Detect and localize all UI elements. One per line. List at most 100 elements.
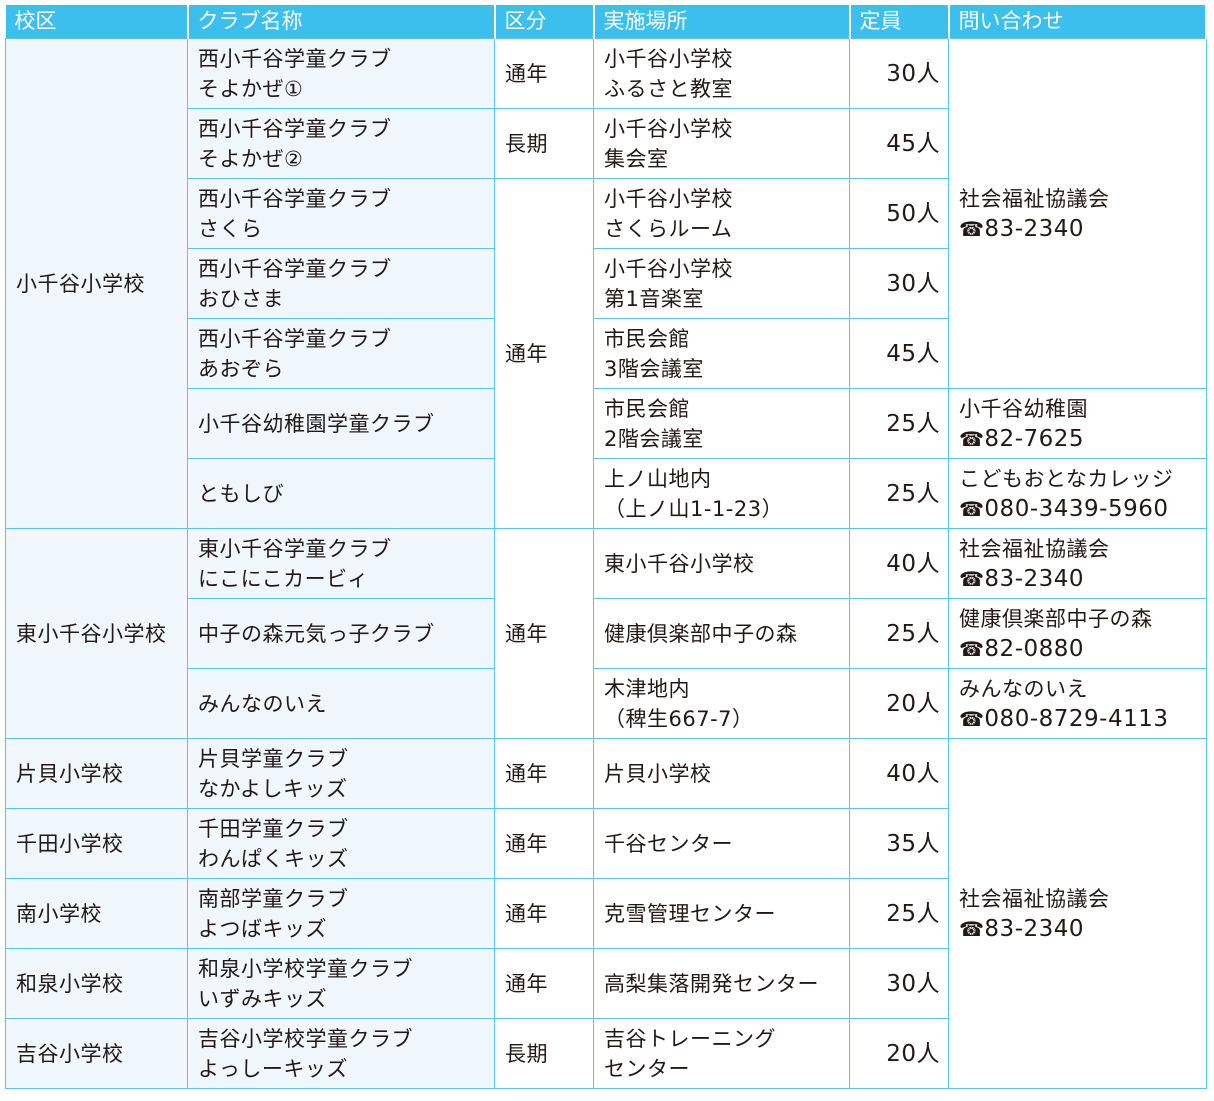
phone-number: 83-2340: [984, 215, 1085, 242]
capacity-cell: 45人: [849, 108, 949, 179]
contact-phone: ☎83-2340: [959, 564, 1206, 594]
category-cell: 通年: [494, 878, 594, 949]
table-row: 小千谷幼稚園学童クラブ 市民会館 2階会議室 25人 小千谷幼稚園 ☎82-7625: [6, 388, 1207, 459]
header-contact: 問い合わせ: [947, 5, 1207, 39]
capacity-cell: 30人: [849, 38, 949, 109]
location-cell: 吉谷トレーニング センター: [593, 1018, 850, 1089]
location-cell: 上ノ山地内 （上ノ山1-1-23）: [593, 458, 850, 529]
contact-phone: ☎080-3439-5960: [959, 494, 1206, 524]
capacity-cell: 25人: [849, 388, 949, 459]
table-row: 吉谷小学校 吉谷小学校学童クラブ よっしーキッズ 長期 吉谷トレーニング センター 20…: [5, 1018, 1207, 1089]
category-cell: 長期: [494, 1018, 594, 1089]
capacity-cell: 40人: [849, 738, 949, 809]
contact-cell: 小千谷幼稚園 ☎82-7625: [948, 388, 1207, 459]
capacity-cell: 25人: [849, 458, 949, 529]
phone-number: 080-8729-4113: [984, 705, 1169, 732]
table-row: 片貝小学校 片貝学童クラブ なかよしキッズ 通年 片貝小学校 40人 社会福祉協議会 ☎83…: [5, 738, 1207, 1089]
location-cell: 東小千谷小学校: [593, 528, 850, 599]
category-cell: 通年: [494, 38, 594, 109]
capacity-cell: 45人: [849, 318, 949, 389]
category-cell: 通年: [494, 528, 594, 739]
contact-name: 社会福祉協議会: [959, 886, 1110, 911]
contact-cell: 社会福祉協議会 ☎83-2340: [948, 528, 1207, 599]
capacity-cell: 30人: [849, 248, 949, 319]
telephone-icon: ☎: [959, 496, 985, 521]
contact-phone: ☎82-0880: [959, 634, 1206, 664]
header-club-name: クラブ名称: [186, 5, 496, 39]
table-row: 千田小学校 千田学童クラブ わんぱくキッズ 通年 千谷センター 35人: [5, 808, 1207, 879]
capacity-cell: 30人: [849, 948, 949, 1019]
school-district-cell: 小千谷小学校: [5, 38, 188, 529]
table-row: 東小千谷小学校 東小千谷学童クラブ にこにこカービィ 通年 東小千谷小学校 40人 社会福…: [5, 528, 1207, 739]
club-name-cell: 西小千谷学童クラブ さくら: [187, 178, 495, 249]
location-cell: 千谷センター: [593, 808, 850, 879]
contact-name: みんなのいえ: [959, 676, 1088, 701]
contact-cell: みんなのいえ ☎080-8729-4113: [948, 668, 1207, 739]
school-district-cell: 和泉小学校: [5, 948, 188, 1019]
location-cell: 小千谷小学校 第1音楽室: [593, 248, 850, 319]
category-cell: 通年: [494, 178, 594, 529]
table-row: 西小千谷学童クラブ そよかぜ② 長期 小千谷小学校 集会室 45人: [6, 108, 1207, 179]
header-row: 校区 クラブ名称 区分 実施場所 定員 問い合わせ: [5, 5, 1207, 39]
school-district-cell: 千田小学校: [5, 808, 188, 879]
table-row: 南小学校 南部学童クラブ よつばキッズ 通年 克雪管理センター 25人: [5, 878, 1207, 949]
header-school-district: 校区: [5, 5, 189, 39]
telephone-icon: ☎: [959, 706, 985, 731]
table-row: 西小千谷学童クラブ あおぞら 市民会館 3階会議室 45人: [6, 318, 1207, 389]
contact-phone: ☎82-7625: [959, 424, 1206, 454]
school-district-cell: 南小学校: [5, 878, 188, 949]
club-name-cell: 西小千谷学童クラブ そよかぜ①: [187, 38, 495, 109]
contact-cell: 健康倶楽部中子の森 ☎82-0880: [948, 598, 1207, 669]
contact-phone: ☎080-8729-4113: [959, 704, 1206, 734]
contact-cell: こどもおとなカレッジ ☎080-3439-5960: [948, 458, 1207, 529]
contact-name: 社会福祉協議会: [959, 536, 1110, 561]
location-cell: 市民会館 2階会議室: [593, 388, 850, 459]
school-district-cell: 片貝小学校: [5, 738, 188, 809]
table-row: 西小千谷学童クラブ おひさま 小千谷小学校 第1音楽室 30人: [6, 248, 1207, 319]
telephone-icon: ☎: [959, 916, 985, 941]
capacity-cell: 35人: [849, 808, 949, 879]
capacity-cell: 20人: [849, 668, 949, 739]
contact-name: 小千谷幼稚園: [959, 396, 1088, 421]
club-name-cell: 片貝学童クラブ なかよしキッズ: [187, 738, 495, 809]
table-row: 中子の森元気っ子クラブ 健康倶楽部中子の森 25人 健康倶楽部中子の森 ☎82-0880: [6, 598, 1207, 669]
location-cell: 小千谷小学校 集会室: [593, 108, 850, 179]
club-name-cell: 小千谷幼稚園学童クラブ: [187, 388, 495, 459]
location-cell: 市民会館 3階会議室: [593, 318, 850, 389]
school-district-cell: 吉谷小学校: [5, 1018, 188, 1089]
location-cell: 高梨集落開発センター: [593, 948, 850, 1019]
club-name-cell: 東小千谷学童クラブ にこにこカービィ: [187, 528, 495, 599]
telephone-icon: ☎: [959, 426, 985, 451]
capacity-cell: 25人: [849, 598, 949, 669]
phone-number: 82-7625: [984, 425, 1085, 452]
location-cell: 片貝小学校: [593, 738, 850, 809]
contact-name: 社会福祉協議会: [959, 186, 1110, 211]
table-row: ともしび 上ノ山地内 （上ノ山1-1-23） 25人 こどもおとなカレッジ ☎080-3…: [6, 458, 1207, 529]
phone-number: 82-0880: [984, 635, 1085, 662]
capacity-cell: 25人: [849, 878, 949, 949]
phone-number: 83-2340: [984, 565, 1085, 592]
club-name-cell: 西小千谷学童クラブ そよかぜ②: [187, 108, 495, 179]
location-cell: 小千谷小学校 ふるさと教室: [593, 38, 850, 109]
category-cell: 通年: [494, 738, 594, 809]
location-cell: 小千谷小学校 さくらルーム: [593, 178, 850, 249]
telephone-icon: ☎: [959, 216, 985, 241]
contact-cell: 社会福祉協議会 ☎83-2340: [948, 738, 1207, 1089]
table-row: みんなのいえ 木津地内 （稗生667-7） 20人 みんなのいえ ☎080-8729-4…: [6, 668, 1207, 739]
category-cell: 長期: [494, 108, 594, 179]
telephone-icon: ☎: [959, 566, 985, 591]
table-row: 西小千谷学童クラブ さくら 通年 小千谷小学校 さくらルーム 50人: [6, 178, 1207, 529]
contact-phone: ☎83-2340: [959, 914, 1206, 944]
club-name-cell: 南部学童クラブ よつばキッズ: [187, 878, 495, 949]
club-name-cell: 和泉小学校学童クラブ いずみキッズ: [187, 948, 495, 1019]
contact-phone: ☎83-2340: [959, 214, 1206, 244]
capacity-cell: 40人: [849, 528, 949, 599]
club-name-cell: 吉谷小学校学童クラブ よっしーキッズ: [187, 1018, 495, 1089]
phone-number: 83-2340: [984, 915, 1085, 942]
location-cell: 健康倶楽部中子の森: [593, 598, 850, 669]
table-body: 小千谷小学校 西小千谷学童クラブ そよかぜ① 通年 小千谷小学校 ふるさと教室 30人社…: [5, 38, 1207, 1089]
header-location: 実施場所: [592, 5, 851, 39]
club-name-cell: 千田学童クラブ わんぱくキッズ: [187, 808, 495, 879]
club-name-cell: 西小千谷学童クラブ おひさま: [187, 248, 495, 319]
contact-name: 健康倶楽部中子の森: [959, 606, 1153, 631]
